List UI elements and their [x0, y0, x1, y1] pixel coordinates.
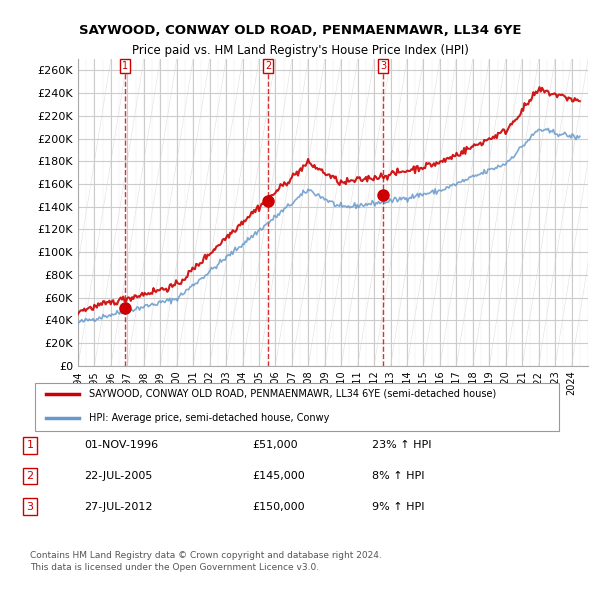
Text: £51,000: £51,000 — [252, 441, 298, 450]
Text: 2: 2 — [265, 61, 271, 71]
Text: 23% ↑ HPI: 23% ↑ HPI — [372, 441, 431, 450]
Text: 27-JUL-2012: 27-JUL-2012 — [84, 502, 152, 512]
Text: HPI: Average price, semi-detached house, Conwy: HPI: Average price, semi-detached house,… — [89, 413, 330, 422]
Text: £145,000: £145,000 — [252, 471, 305, 481]
Text: 3: 3 — [380, 61, 386, 71]
Text: 1: 1 — [122, 61, 128, 71]
FancyBboxPatch shape — [35, 384, 559, 431]
Text: 1: 1 — [26, 441, 34, 450]
Text: 3: 3 — [26, 502, 34, 512]
Text: £150,000: £150,000 — [252, 502, 305, 512]
Text: Price paid vs. HM Land Registry's House Price Index (HPI): Price paid vs. HM Land Registry's House … — [131, 44, 469, 57]
Text: 01-NOV-1996: 01-NOV-1996 — [84, 441, 158, 450]
Text: 22-JUL-2005: 22-JUL-2005 — [84, 471, 152, 481]
Text: SAYWOOD, CONWAY OLD ROAD, PENMAENMAWR, LL34 6YE: SAYWOOD, CONWAY OLD ROAD, PENMAENMAWR, L… — [79, 24, 521, 37]
Text: 9% ↑ HPI: 9% ↑ HPI — [372, 502, 425, 512]
Text: SAYWOOD, CONWAY OLD ROAD, PENMAENMAWR, LL34 6YE (semi-detached house): SAYWOOD, CONWAY OLD ROAD, PENMAENMAWR, L… — [89, 389, 497, 399]
Text: 2: 2 — [26, 471, 34, 481]
Text: Contains HM Land Registry data © Crown copyright and database right 2024.
This d: Contains HM Land Registry data © Crown c… — [30, 551, 382, 572]
Text: 8% ↑ HPI: 8% ↑ HPI — [372, 471, 425, 481]
